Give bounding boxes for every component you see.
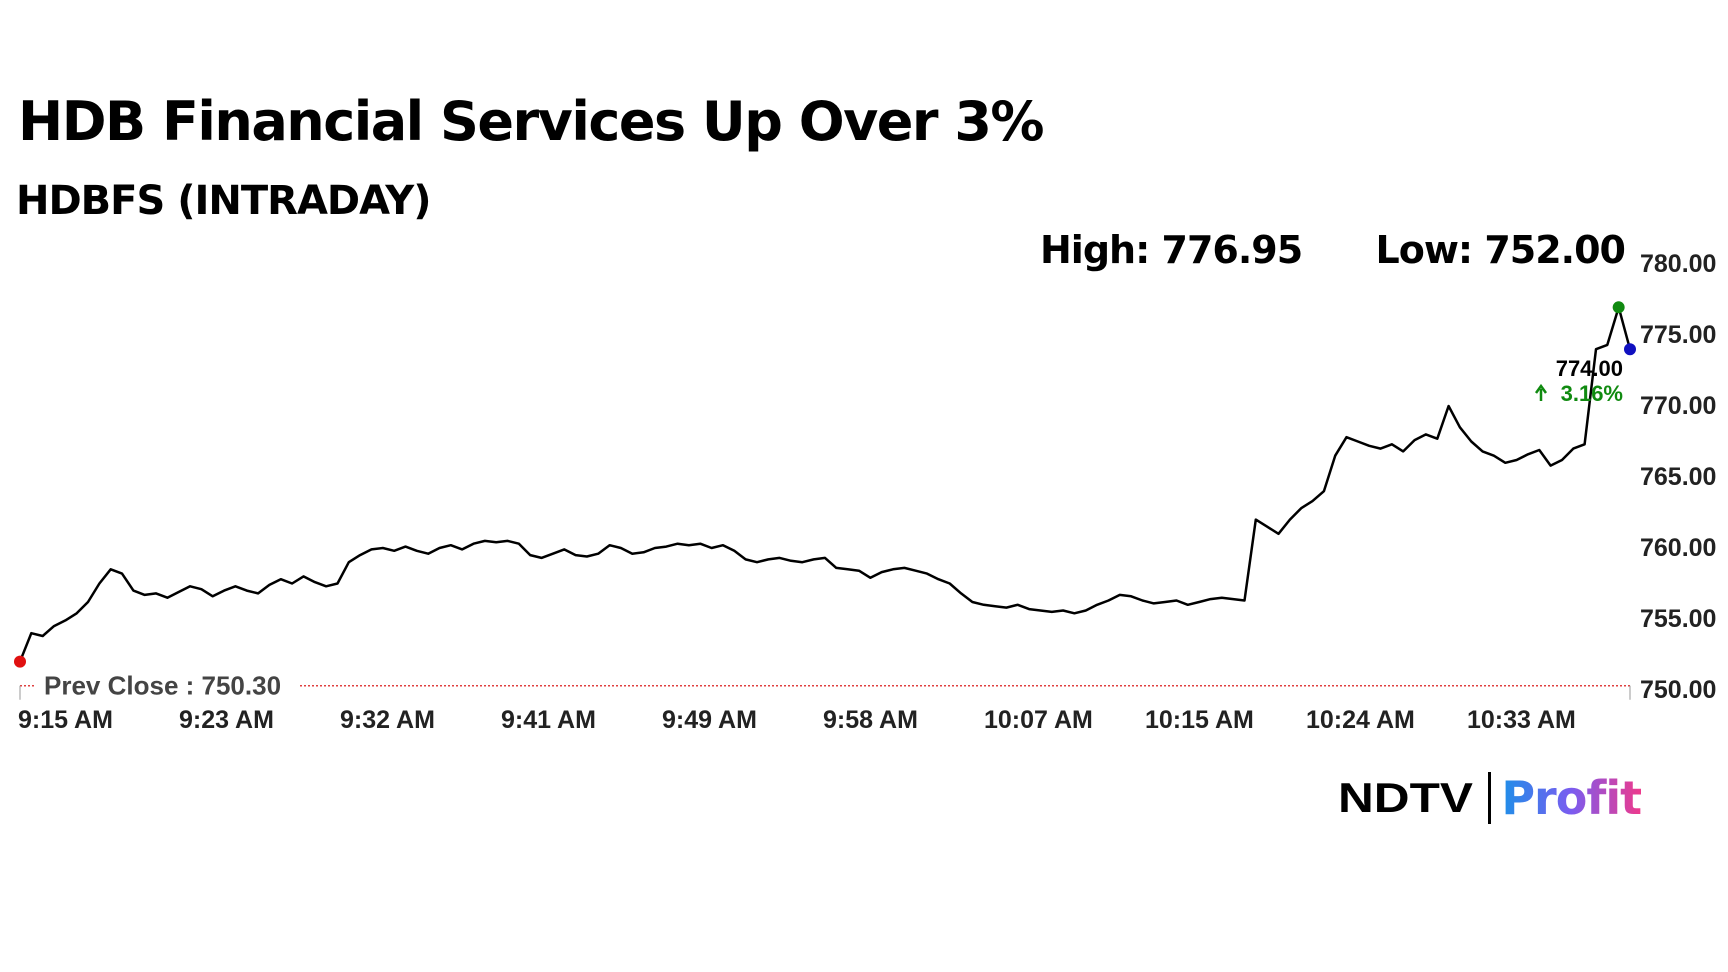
- y-tick-label: 780.00: [1640, 250, 1716, 278]
- chart-title: HDB Financial Services Up Over 3%: [18, 90, 1045, 153]
- y-tick-label: 760.00: [1640, 534, 1716, 562]
- x-tick-label: 9:58 AM: [823, 706, 918, 734]
- high-marker: [1612, 301, 1625, 314]
- price-line: [18, 306, 1632, 663]
- chart-subtitle: HDBFS (INTRADAY): [16, 178, 431, 224]
- y-axis: 780.00 775.00 770.00 765.00 760.00 755.00 750.…: [1640, 250, 1716, 704]
- x-tick-label: 10:33 AM: [1467, 706, 1576, 734]
- y-tick-label: 770.00: [1640, 392, 1716, 420]
- logo-divider: [1488, 772, 1492, 824]
- low-value: Low: 752.00: [1375, 228, 1626, 272]
- y-tick-label: 775.00: [1640, 321, 1716, 349]
- y-tick-label: 765.00: [1640, 463, 1716, 491]
- x-tick-label: 9:32 AM: [340, 706, 435, 734]
- x-axis: 9:15 AM 9:23 AM 9:32 AM 9:41 AM 9:49 AM 9:58 …: [18, 706, 1576, 734]
- logo-profit-text: Profit: [1501, 771, 1642, 825]
- high-value: High: 776.95: [1040, 228, 1303, 272]
- x-tick-label: 9:15 AM: [18, 706, 113, 734]
- up-arrow-icon: [1534, 383, 1548, 401]
- series-group: [14, 301, 1636, 668]
- y-tick-label: 750.00: [1640, 676, 1716, 704]
- x-tick-label: 9:23 AM: [179, 706, 274, 734]
- ndtv-profit-logo: NDTV Profit: [1338, 770, 1642, 826]
- low-marker: [14, 655, 26, 668]
- y-tick-label: 755.00: [1640, 605, 1716, 633]
- prev-close-label: Prev Close : 750.30: [44, 671, 281, 701]
- x-tick-label: 9:49 AM: [662, 706, 757, 734]
- last-value-label: 774.00: [1556, 356, 1623, 381]
- last-price-marker: [1624, 343, 1636, 356]
- logo-ndtv-text: NDTV: [1338, 774, 1473, 821]
- x-tick-label: 9:41 AM: [501, 706, 596, 734]
- x-tick-label: 10:07 AM: [984, 706, 1093, 734]
- change-label: 3.16%: [1561, 381, 1623, 406]
- x-tick-label: 10:15 AM: [1145, 706, 1254, 734]
- x-tick-label: 10:24 AM: [1306, 706, 1415, 734]
- annotations-group: 774.003.16%: [1534, 356, 1623, 406]
- prev-close-group: Prev Close : 750.30: [19, 671, 1631, 701]
